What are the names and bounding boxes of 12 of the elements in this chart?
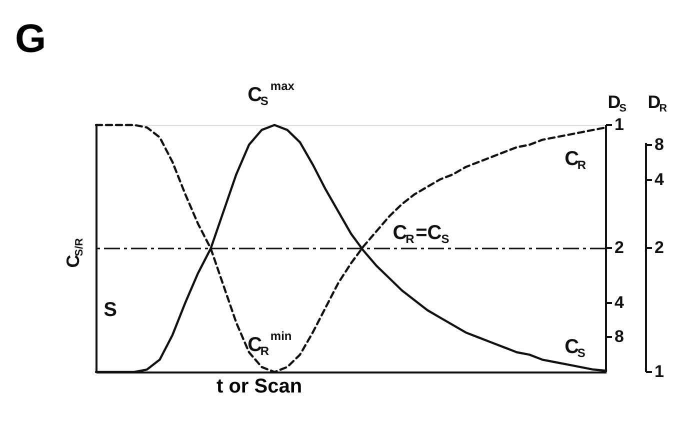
text: 4: [654, 170, 665, 189]
text: 2: [614, 238, 624, 257]
annotation: S: [104, 299, 117, 321]
x-axis-title: t or Scan: [216, 376, 302, 398]
y-axis-title: CS/R: [63, 238, 86, 268]
chart-title: G: [15, 17, 46, 61]
text: 8: [654, 135, 664, 154]
text: 8: [614, 327, 624, 346]
text: 2: [654, 238, 664, 257]
text: 4: [614, 293, 625, 312]
text: 1: [654, 362, 664, 381]
text: 1: [614, 115, 624, 134]
